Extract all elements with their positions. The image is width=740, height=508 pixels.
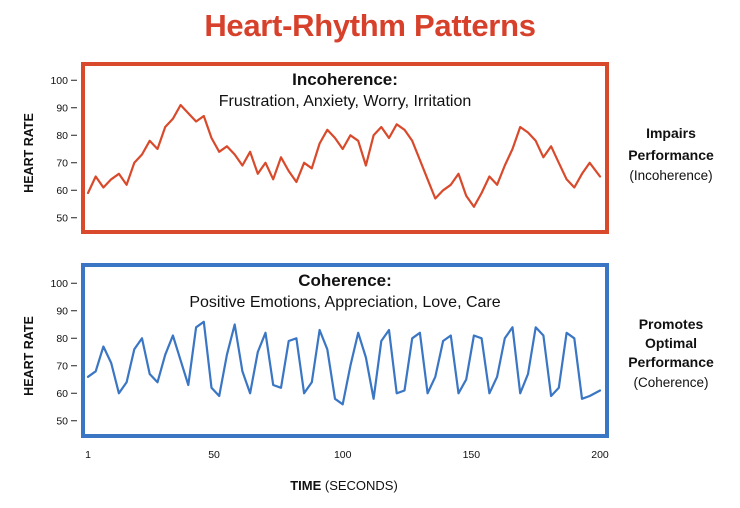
- panel-subtitle: Frustration, Anxiety, Worry, Irritation: [219, 93, 472, 110]
- x-tick-label: 150: [463, 449, 481, 461]
- y-tick-label: 60: [56, 388, 68, 400]
- x-axis-label-unit: (SECONDS): [325, 478, 398, 493]
- y-axis-label: HEART RATE: [22, 113, 36, 193]
- side-label-line: Promotes: [639, 316, 704, 332]
- x-axis-label-bold: TIME: [290, 478, 325, 493]
- panel-title: Coherence:: [298, 271, 392, 290]
- series-line-coherence: [86, 320, 602, 406]
- y-tick-label: 70: [56, 360, 68, 372]
- side-label-line: Impairs: [646, 125, 696, 141]
- x-tick-label: 100: [334, 449, 352, 461]
- x-tick-label: 200: [591, 449, 609, 461]
- side-label-line: Performance: [628, 354, 714, 370]
- y-tick-label: 50: [56, 212, 68, 224]
- page-title: Heart-Rhythm Patterns: [204, 8, 536, 43]
- panel-title: Incoherence:: [292, 70, 398, 89]
- y-tick-label: 90: [56, 305, 68, 317]
- panel-frame-1: [81, 62, 609, 234]
- y-tick-label: 80: [56, 130, 68, 142]
- y-axis-label: HEART RATE: [22, 316, 36, 396]
- y-tick-label: 70: [56, 157, 68, 169]
- panel-subtitle: Positive Emotions, Appreciation, Love, C…: [189, 294, 500, 311]
- side-label-line: Optimal: [645, 335, 697, 351]
- side-label-line: (Coherence): [633, 375, 708, 390]
- y-tick-label: 90: [56, 102, 68, 114]
- x-tick-label: 50: [208, 449, 220, 461]
- panel-frame-2: [81, 263, 609, 438]
- y-tick-label: 60: [56, 185, 68, 197]
- x-tick-label: 1: [85, 449, 91, 461]
- side-label-line: (Incoherence): [629, 168, 712, 183]
- y-tick-label: 100: [50, 278, 68, 290]
- side-label-line: Performance: [628, 147, 714, 163]
- y-tick-label: 80: [56, 333, 68, 345]
- y-tick-label: 50: [56, 415, 68, 427]
- series-line-incoherence: [86, 103, 602, 208]
- x-axis-label: TIME (SECONDS): [290, 478, 398, 493]
- y-tick-label: 100: [50, 75, 68, 87]
